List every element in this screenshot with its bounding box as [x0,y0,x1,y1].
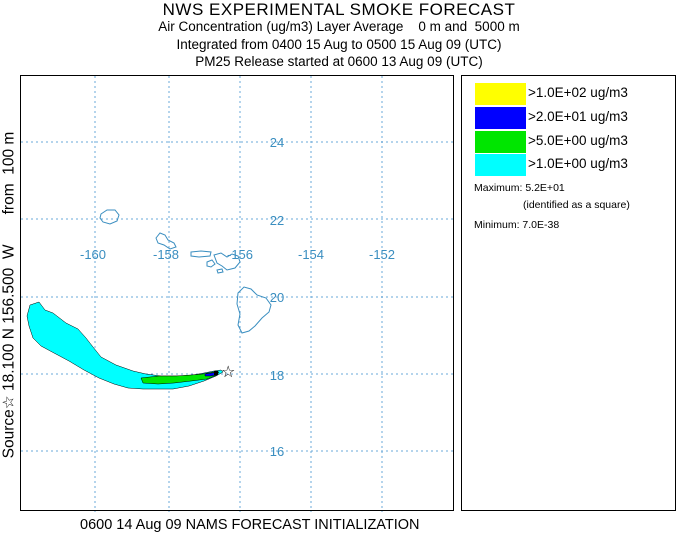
maximum-note: (identified as a square) [523,199,630,211]
lon-label-156: -156 [227,247,253,262]
integration-period-subtitle: Integrated from 0400 15 Aug to 0500 15 A… [176,37,502,52]
lat-label-24: 24 [270,135,284,150]
island-molokai [190,250,212,258]
lat-label-22: 22 [270,213,284,228]
map-panel: -160 -158 -156 -154 -152 24 22 20 18 16 [20,75,455,512]
lat-label-18: 18 [270,368,284,383]
forecast-initialization-footer: 0600 14 Aug 09 NAMS FORECAST INITIALIZAT… [80,517,420,533]
release-subtitle: PM25 Release started at 0600 13 Aug 09 (… [195,54,483,69]
max-concentration-square [214,371,218,375]
legend-label-5: >5.0E+00 ug/m3 [528,133,628,148]
lat-label-20: 20 [270,290,284,305]
legend-swatch-5 [475,131,526,153]
coastlines [99,209,272,334]
map-canvas: -160 -158 -156 -154 -152 24 22 20 18 16 [21,76,455,512]
lat-label-16: 16 [270,444,284,459]
legend-swatch-20 [475,107,526,129]
island-oahu [155,232,177,250]
minimum-value: Minimum: 7.0E-38 [474,219,560,231]
lon-labels: -160 -158 -156 -154 -152 [80,247,395,262]
concentration-subtitle: Air Concentration (ug/m3) Layer Average … [158,19,520,34]
lon-label-152: -152 [369,247,395,262]
legend-swatch-100 [475,83,526,105]
legend-swatch-1 [475,154,526,176]
star-icon: ☆ [221,364,235,381]
legend-label-1: >1.0E+00 ug/m3 [528,156,628,171]
lon-label-154: -154 [298,247,324,262]
island-maui [213,252,241,271]
source-location-label: Source☆ 18.100 N 156.500 W from 100 m [0,75,18,515]
legend-panel: >1.0E+02 ug/m3 >2.0E+01 ug/m3 >5.0E+00 u… [461,75,676,511]
legend-label-100: >1.0E+02 ug/m3 [528,85,628,100]
lat-labels: 24 22 20 18 16 [270,135,284,459]
island-hawaii [236,286,272,334]
island-lanai [206,259,216,268]
lon-label-160: -160 [80,247,106,262]
lon-label-158: -158 [153,247,179,262]
legend-label-20: >2.0E+01 ug/m3 [528,109,628,124]
smoke-plume [26,301,224,390]
map-title: NWS EXPERIMENTAL SMOKE FORECAST [162,0,516,19]
source-location-text: Source☆ 18.100 N 156.500 W from 100 m [0,131,18,459]
island-kauai [99,209,120,225]
plume-cyan-region [26,301,224,390]
maximum-value: Maximum: 5.2E+01 [474,182,565,194]
island-kahoolawe [216,268,224,274]
